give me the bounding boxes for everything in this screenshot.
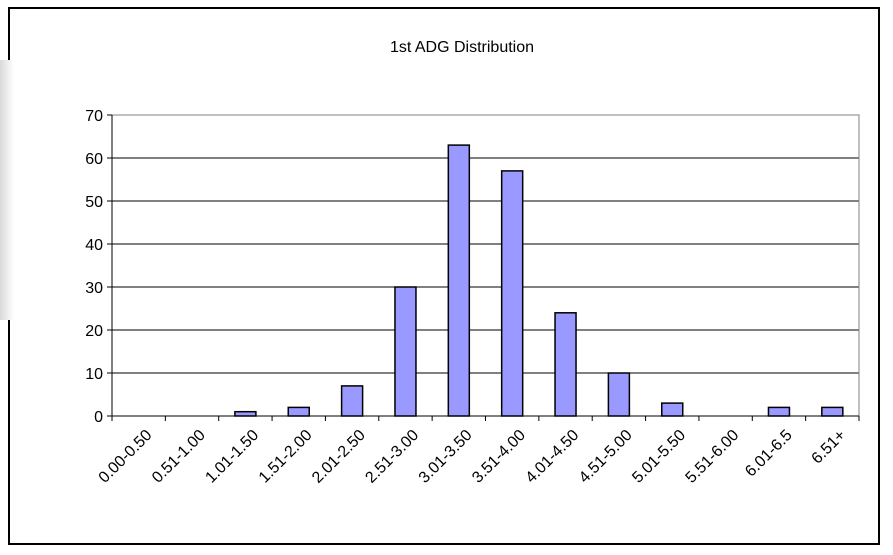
x-tick-label: 3.01-3.50 xyxy=(416,427,476,487)
y-tick-label: 10 xyxy=(85,366,103,383)
x-tick-label: 5.01-5.50 xyxy=(629,427,689,487)
y-tick-label: 30 xyxy=(85,280,103,297)
gridlines xyxy=(112,114,859,374)
y-tick-label: 50 xyxy=(85,194,103,211)
bar xyxy=(447,144,471,417)
x-tick-label: 4.51-5.00 xyxy=(576,427,636,487)
bar xyxy=(234,410,257,417)
y-tick-label: 0 xyxy=(94,409,103,426)
left-edge-shadow xyxy=(0,60,14,320)
bar xyxy=(821,406,844,417)
bar xyxy=(554,312,577,417)
x-tick-label: 0.51-1.00 xyxy=(149,427,209,487)
x-tick-label: 2.51-3.00 xyxy=(362,427,422,487)
bar xyxy=(607,372,631,417)
bars xyxy=(234,144,844,417)
y-tick-label: 70 xyxy=(85,108,103,125)
chart-title: 1st ADG Distribution xyxy=(390,39,534,56)
x-tick-label: 4.01-4.50 xyxy=(523,427,583,487)
bar xyxy=(394,286,417,417)
bar xyxy=(767,406,791,417)
chart-frame xyxy=(8,7,880,545)
bar xyxy=(340,385,364,417)
x-tick-label: 1.51-2.00 xyxy=(256,427,316,487)
x-tick-label: 1.01-1.50 xyxy=(202,427,262,487)
y-tick-label: 20 xyxy=(85,323,103,340)
bar xyxy=(661,402,684,417)
x-tick-label: 3.51-4.00 xyxy=(469,427,529,487)
y-axis: 0 10 20 30 40 50 60 70 xyxy=(85,108,113,426)
bar xyxy=(287,406,310,417)
x-axis: 0.00-0.500.51-1.001.01-1.501.51-2.002.01… xyxy=(96,415,860,487)
x-tick-label: 5.51-6.00 xyxy=(683,427,743,487)
y-tick-label: 60 xyxy=(85,151,103,168)
x-tick-label: 0.00-0.50 xyxy=(96,427,156,487)
x-tick-label: 2.01-2.50 xyxy=(309,427,369,487)
plot-area-border xyxy=(111,114,860,417)
x-tick-label: 6.51+ xyxy=(809,427,850,468)
x-tick-label: 6.01-6.5 xyxy=(742,427,796,481)
y-tick-label: 40 xyxy=(85,237,103,254)
bar xyxy=(500,170,524,417)
